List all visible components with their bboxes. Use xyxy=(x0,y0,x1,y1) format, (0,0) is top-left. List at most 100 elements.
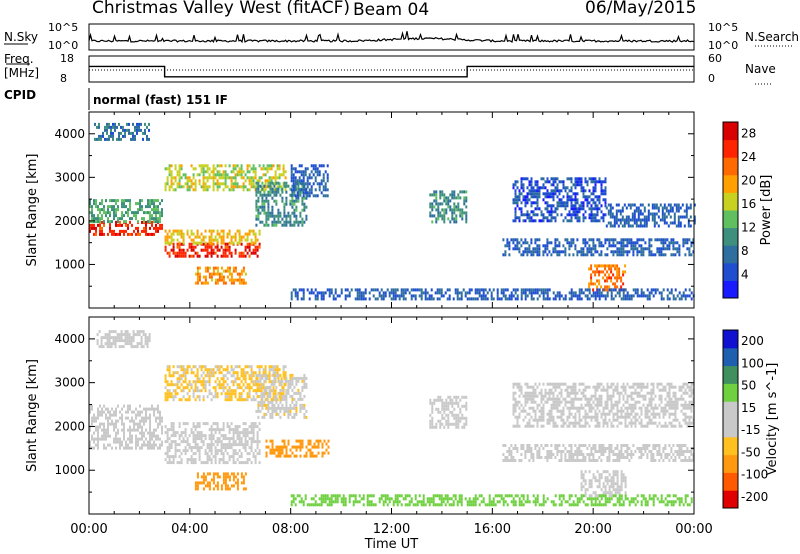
echo-cell xyxy=(224,248,227,252)
echo-cell xyxy=(272,365,275,369)
echo-cell xyxy=(638,294,641,298)
echo-cell xyxy=(574,210,577,214)
echo-cell xyxy=(570,198,573,202)
echo-cell xyxy=(449,199,452,203)
echo-cell xyxy=(506,238,509,242)
echo-cell xyxy=(287,184,290,188)
echo-cell xyxy=(252,232,255,236)
echo-cell xyxy=(640,456,643,459)
echo-cell xyxy=(630,450,633,453)
echo-cell xyxy=(114,125,116,129)
echo-cell xyxy=(344,297,347,301)
echo-cell xyxy=(145,232,147,236)
echo-cell xyxy=(602,453,605,456)
echo-cell xyxy=(188,179,191,183)
echo-cell xyxy=(622,288,625,292)
echo-cell xyxy=(461,413,464,417)
echo-cell xyxy=(256,248,259,252)
echo-cell xyxy=(190,242,193,246)
echo-cell xyxy=(690,244,693,248)
echo-cell xyxy=(538,450,541,453)
echo-cell xyxy=(454,291,457,295)
echo-cell xyxy=(647,218,650,222)
echo-cell xyxy=(296,170,299,174)
echo-cell xyxy=(184,431,187,435)
echo-cell xyxy=(290,179,293,183)
echo-cell xyxy=(224,484,227,488)
echo-cell xyxy=(584,294,587,298)
echo-cell xyxy=(678,250,681,254)
echo-cell xyxy=(234,232,237,236)
echo-cell xyxy=(298,179,301,183)
echo-cell xyxy=(530,219,533,223)
echo-cell xyxy=(598,195,601,199)
echo-cell xyxy=(124,128,126,132)
echo-cell xyxy=(220,446,223,450)
echo-cell xyxy=(560,201,563,205)
echo-cell xyxy=(236,164,239,168)
echo-cell xyxy=(172,383,175,387)
echo-cell xyxy=(384,294,387,298)
echo-cell xyxy=(228,269,231,273)
echo-cell xyxy=(127,226,129,230)
echo-cell xyxy=(574,459,577,462)
echo-cell xyxy=(609,209,612,213)
echo-cell xyxy=(622,253,625,257)
echo-cell xyxy=(652,294,655,298)
echo-cell xyxy=(151,223,153,227)
echo-cell xyxy=(127,410,129,414)
echo-cell xyxy=(606,285,609,289)
echo-cell xyxy=(578,250,581,254)
echo-cell xyxy=(362,294,365,298)
echo-cell xyxy=(536,213,539,217)
echo-cell xyxy=(504,244,507,248)
echo-cell xyxy=(291,400,294,404)
echo-cell xyxy=(121,413,123,417)
echo-cell xyxy=(176,371,179,375)
echo-cell xyxy=(582,453,585,456)
echo-cell xyxy=(447,413,450,417)
echo-cell xyxy=(236,458,239,462)
echo-cell xyxy=(291,205,294,209)
echo-cell xyxy=(558,192,561,196)
echo-cell xyxy=(196,443,199,447)
echo-cell xyxy=(582,253,585,257)
echo-cell xyxy=(250,185,253,189)
echo-cell xyxy=(196,386,199,390)
echo-cell xyxy=(308,173,311,177)
echo-cell xyxy=(522,189,525,193)
echo-cell xyxy=(236,431,239,435)
echo-cell xyxy=(220,386,223,390)
echo-cell xyxy=(184,449,187,453)
echo-cell xyxy=(132,345,135,349)
echo-cell xyxy=(182,173,185,177)
echo-cell xyxy=(101,214,103,218)
echo-cell xyxy=(93,217,95,221)
echo-cell xyxy=(204,434,207,438)
echo-cell xyxy=(256,452,259,456)
echo-cell xyxy=(93,226,95,230)
echo-cell xyxy=(283,202,286,206)
echo-cell xyxy=(115,220,117,224)
echo-cell xyxy=(204,374,207,378)
echo-cell xyxy=(91,419,93,423)
echo-cell xyxy=(178,461,181,465)
echo-cell xyxy=(232,241,235,245)
echo-cell xyxy=(278,182,281,186)
echo-cell xyxy=(643,206,646,210)
echo-cell xyxy=(590,198,593,202)
echo-cell xyxy=(260,167,263,171)
echo-cell xyxy=(208,455,211,459)
echo-cell xyxy=(300,173,303,177)
echo-cell xyxy=(182,386,185,390)
echo-cell xyxy=(226,176,229,180)
echo-cell xyxy=(360,294,363,298)
echo-cell xyxy=(151,434,153,438)
echo-cell xyxy=(259,409,262,413)
echo-cell xyxy=(272,176,275,180)
echo-cell xyxy=(222,386,225,390)
echo-cell xyxy=(139,446,141,450)
echo-cell xyxy=(283,412,286,416)
echo-cell xyxy=(246,392,249,396)
echo-cell xyxy=(259,400,262,404)
